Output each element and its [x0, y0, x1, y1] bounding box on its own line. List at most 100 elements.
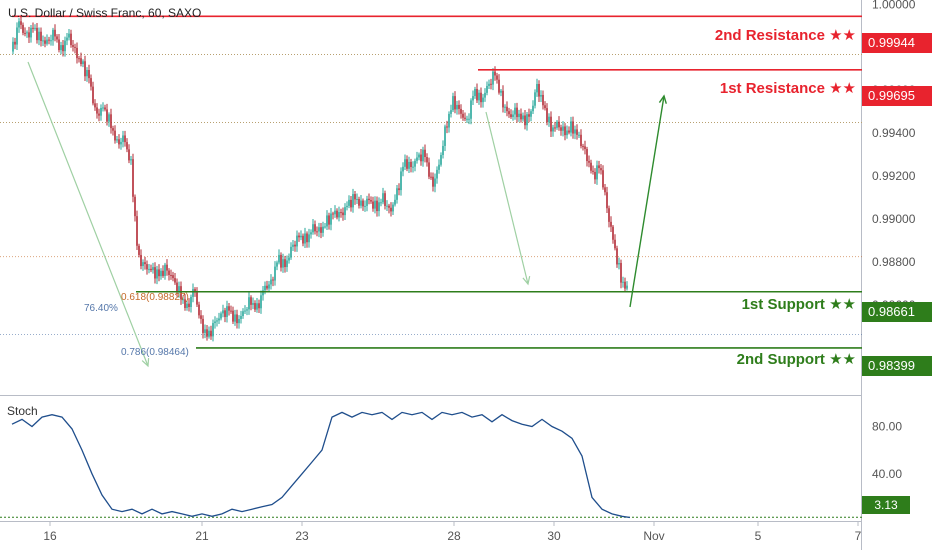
candle-body: [62, 45, 64, 52]
candle-body: [400, 171, 402, 191]
candle-body: [580, 134, 582, 147]
candle-body: [474, 88, 476, 97]
candle-body: [114, 130, 116, 141]
candle-body: [50, 40, 52, 42]
price-tick-label: 0.99400: [872, 126, 916, 140]
candle-body: [316, 231, 318, 233]
arrow-up-target-head: [658, 94, 667, 104]
candle-body: [306, 233, 308, 243]
candle-body: [408, 161, 410, 169]
candle-body: [290, 246, 292, 258]
candle-body: [222, 310, 224, 314]
candle-body: [314, 224, 316, 232]
candle-body: [498, 79, 500, 93]
candle-body: [430, 176, 432, 178]
candle-body: [128, 149, 130, 161]
candle-body: [556, 121, 558, 128]
time-tick-label: 28: [447, 529, 461, 543]
candle-body: [24, 32, 26, 34]
candle-body: [610, 221, 612, 227]
candle-body: [90, 78, 92, 87]
arrow-up-target: [629, 95, 665, 308]
candle-body: [422, 149, 424, 162]
candle-body: [334, 210, 336, 215]
candle-body: [326, 215, 328, 227]
candle-body: [622, 281, 624, 283]
candle-body: [42, 40, 44, 42]
candle-body: [220, 313, 222, 319]
time-tick-label: 7: [855, 529, 862, 543]
candle-body: [392, 204, 394, 212]
candle-body: [514, 107, 516, 115]
candle-body: [424, 149, 426, 158]
fib-upper-label: 0.618(0.98827): [121, 292, 189, 303]
candle-body: [404, 159, 406, 167]
candle-body: [396, 188, 398, 200]
candle-body: [566, 130, 568, 136]
candle-body: [584, 146, 586, 150]
candle-body: [412, 166, 414, 168]
candle-body: [516, 107, 518, 118]
candle-body: [536, 83, 538, 93]
candle-body: [178, 286, 180, 293]
candle-body: [574, 129, 576, 134]
candle-body: [592, 170, 594, 172]
candle-body: [288, 257, 290, 261]
candle-body: [464, 117, 466, 119]
arrow-down-middle-head: [522, 276, 531, 286]
candle-body: [254, 303, 256, 310]
candle-body: [32, 27, 34, 29]
candle-body: [436, 169, 438, 179]
candle-body: [292, 244, 294, 247]
candle-body: [286, 260, 288, 268]
candle-body: [84, 61, 86, 77]
candle-body: [218, 318, 220, 321]
candle-body: [386, 205, 388, 207]
candle-body: [354, 194, 356, 200]
time-tick-label: 21: [195, 529, 209, 543]
candle-body: [248, 297, 250, 310]
candle-body: [406, 159, 408, 169]
candle-body: [530, 111, 532, 117]
candle-body: [338, 212, 340, 218]
candle-body: [540, 94, 542, 97]
candle-body: [180, 286, 182, 300]
candle-body: [140, 254, 142, 267]
candle-body: [170, 274, 172, 276]
candle-body: [522, 115, 524, 120]
candle-body: [590, 162, 592, 171]
price-tick-label: 0.98800: [872, 255, 916, 269]
projection-arrows: [27, 61, 667, 368]
candle-body: [520, 113, 522, 120]
candle-body: [98, 113, 100, 116]
candle-body: [274, 266, 276, 281]
candle-body: [618, 262, 620, 265]
candle-body: [442, 145, 444, 156]
candle-body: [598, 165, 600, 169]
candle-body: [336, 210, 338, 218]
candle-body: [548, 116, 550, 123]
candle-body: [578, 134, 580, 136]
candle-body: [606, 192, 608, 209]
candle-body: [134, 196, 136, 217]
candle-body: [616, 248, 618, 265]
candle-body: [394, 199, 396, 205]
candle-body: [106, 109, 108, 122]
arrow-down-middle: [485, 111, 529, 285]
candle-body: [168, 270, 170, 275]
price-tick-label: 1.00000: [872, 0, 916, 11]
candle-body: [486, 85, 488, 93]
candle-body: [270, 279, 272, 285]
time-tick-label: 5: [755, 529, 762, 543]
candle-body: [280, 254, 282, 268]
candle-body: [528, 114, 530, 117]
candle-body: [476, 88, 478, 101]
candle-body: [460, 108, 462, 114]
candle-body: [466, 118, 468, 120]
candle-body: [132, 159, 134, 197]
price-tick-label: 0.99200: [872, 169, 916, 183]
candle-body: [138, 245, 140, 255]
candle-body: [468, 118, 470, 120]
level-label-1st-support: 1st Support ★★: [741, 296, 856, 313]
